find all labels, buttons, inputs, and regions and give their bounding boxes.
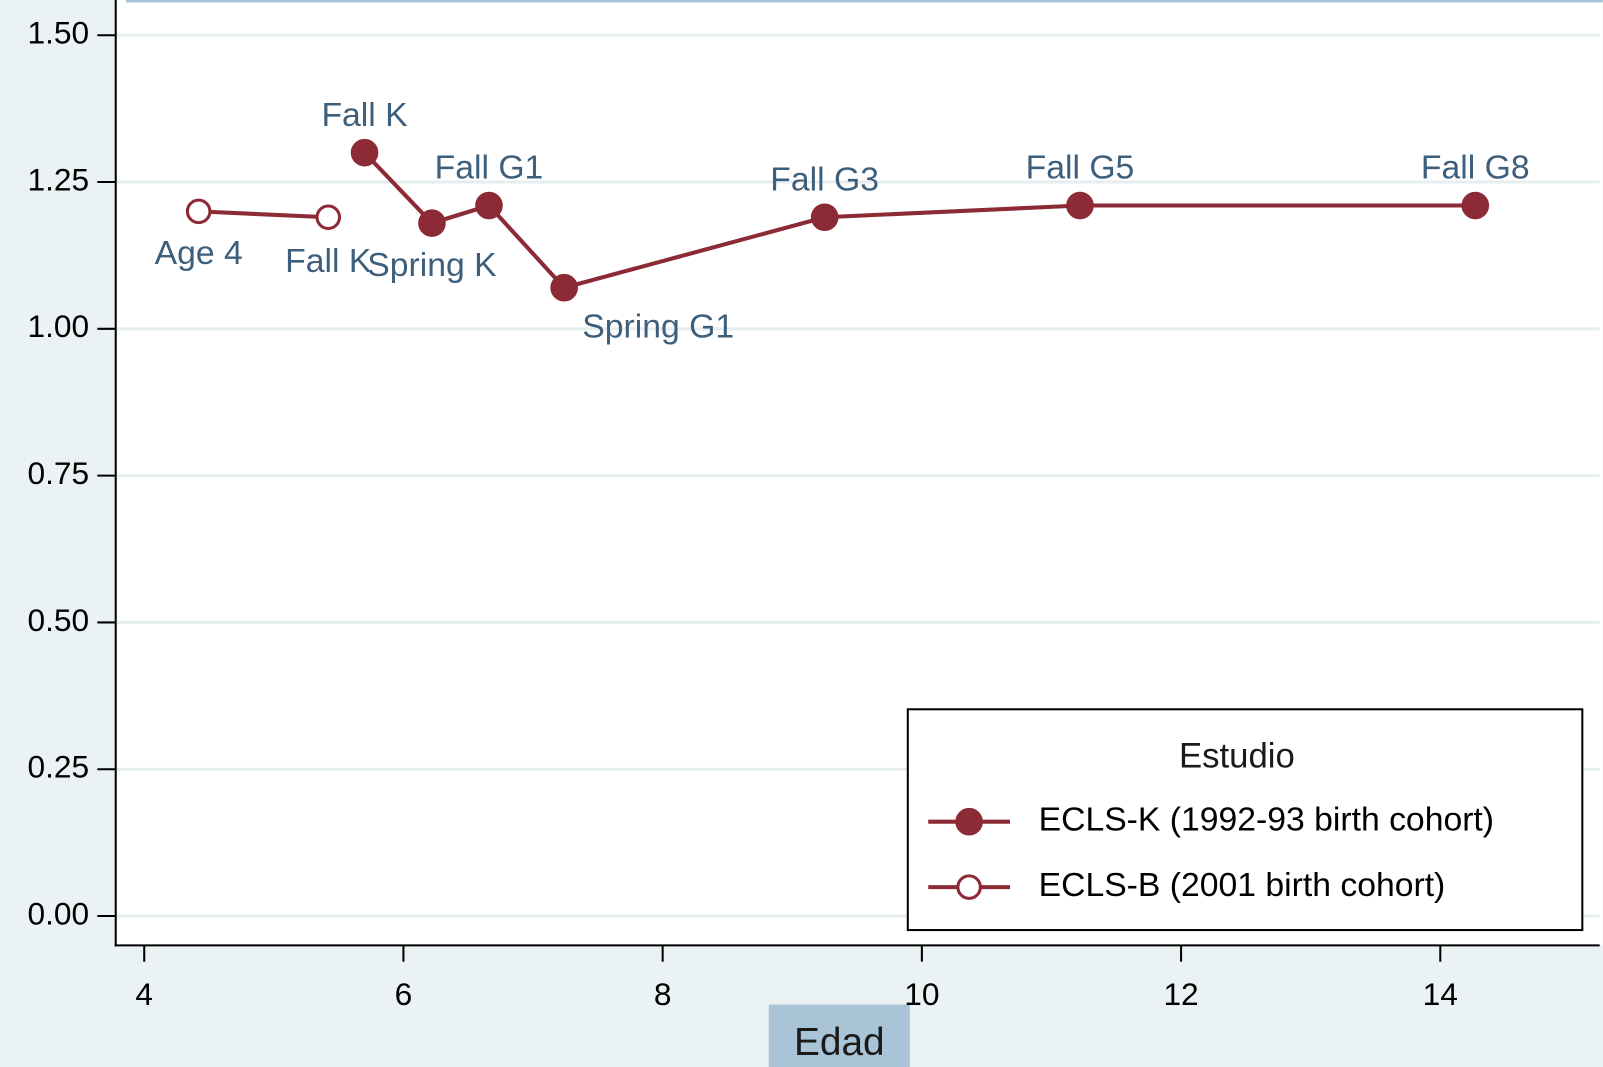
legend-label: ECLS-B (2001 birth cohort) xyxy=(1039,866,1446,904)
marker xyxy=(550,273,578,302)
x-tick-label: 6 xyxy=(395,976,413,1012)
x-tick-label: 8 xyxy=(654,976,672,1012)
point-label: Fall G5 xyxy=(1026,149,1135,187)
point-label: Spring G1 xyxy=(582,308,734,346)
x-tick-label: 12 xyxy=(1163,976,1198,1012)
marker xyxy=(315,204,342,231)
point-label: Spring K xyxy=(367,246,497,284)
y-tick-label: 0.00 xyxy=(27,895,89,931)
y-tick-label: 1.25 xyxy=(27,161,89,197)
marker xyxy=(185,198,212,225)
marker xyxy=(475,191,503,220)
point-label: Fall K xyxy=(321,96,408,134)
x-tick-label: 14 xyxy=(1423,976,1458,1012)
point-label: Fall G8 xyxy=(1421,149,1530,187)
marker xyxy=(418,209,446,237)
x-tick-label: 4 xyxy=(135,976,153,1012)
y-tick-label: 1.50 xyxy=(27,15,89,51)
series-line xyxy=(198,209,329,220)
y-tick-label: 0.50 xyxy=(27,602,89,638)
x-tick-label: 10 xyxy=(904,976,939,1012)
y-tick-label: 0.25 xyxy=(27,749,89,785)
y-tick-label: 0.75 xyxy=(27,455,89,491)
marker xyxy=(1461,191,1490,220)
legend-marker xyxy=(956,874,982,900)
x-label-box xyxy=(768,1004,910,1067)
point-label: Age 4 xyxy=(155,234,243,272)
point-label: Fall G1 xyxy=(435,149,544,187)
x-axis-label: Edad xyxy=(794,1021,885,1064)
point-label: Fall G3 xyxy=(770,160,879,198)
legend-box xyxy=(906,708,1584,932)
marker xyxy=(1066,191,1094,220)
legend-title: Estudio xyxy=(1179,738,1295,776)
point-label: Fall K xyxy=(285,242,372,280)
legend-marker xyxy=(955,807,983,836)
marker xyxy=(350,138,379,167)
legend-label: ECLS-K (1992-93 birth cohort) xyxy=(1039,801,1494,839)
y-tick-label: 1.00 xyxy=(27,308,89,344)
marker xyxy=(810,203,839,232)
